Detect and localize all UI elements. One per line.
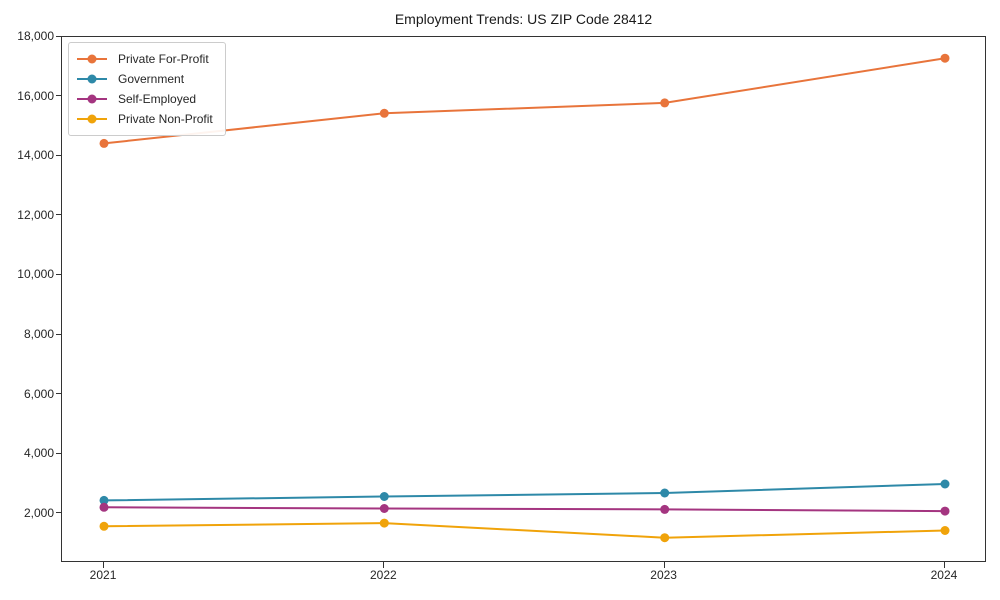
y-tick-label: 18,000 — [17, 29, 54, 43]
y-tick-mark — [56, 512, 62, 514]
y-tick-mark — [56, 273, 62, 275]
y-tick-label: 4,000 — [23, 446, 54, 461]
y-tick-label: 6,000 — [23, 386, 54, 401]
y-tick-label: 14,000 — [17, 148, 54, 163]
data-point-self-employed — [940, 506, 950, 516]
y-tick-mark — [56, 393, 62, 395]
legend-marker-icon — [87, 114, 97, 124]
y-tick-mark — [56, 35, 62, 37]
x-tick-label: 2024 — [930, 568, 958, 582]
plot-area: Private For-Profit Government Self-Employe… — [61, 36, 986, 562]
data-point-private-for-profit — [940, 53, 950, 63]
x-tick-mark — [383, 562, 385, 568]
legend-line-icon — [77, 74, 107, 84]
data-point-self-employed — [660, 504, 670, 514]
data-point-private-non-profit — [660, 533, 670, 543]
legend-line-icon — [77, 114, 107, 124]
series-line-government — [103, 483, 946, 502]
legend-label: Private For-Profit — [118, 52, 209, 66]
data-point-government — [379, 492, 389, 501]
series-line-self-employed — [103, 506, 946, 513]
data-point-government — [660, 488, 670, 498]
x-tick-label: 2023 — [650, 568, 677, 582]
y-tick-label: 2,000 — [23, 505, 54, 520]
y-tick-mark — [56, 154, 62, 156]
legend-item-private-for-profit: Private For-Profit — [77, 49, 213, 69]
data-point-self-employed — [99, 502, 109, 512]
legend-line-icon — [77, 94, 107, 104]
y-tick-mark — [56, 214, 62, 216]
legend-line-icon — [77, 54, 107, 64]
x-tick-mark — [103, 562, 105, 568]
y-tick-mark — [56, 333, 62, 335]
legend-label: Self-Employed — [118, 92, 197, 106]
legend-marker-icon — [87, 94, 97, 104]
data-point-private-for-profit — [99, 138, 109, 148]
y-tick-mark — [56, 452, 62, 454]
x-tick-label: 2021 — [89, 568, 117, 582]
y-tick-label: 8,000 — [23, 327, 54, 342]
data-point-government — [940, 479, 950, 489]
x-tick-mark — [943, 562, 945, 568]
legend-marker-icon — [87, 54, 97, 64]
legend-item-self-employed: Self-Employed — [77, 89, 213, 109]
data-point-private-non-profit — [379, 518, 389, 528]
line-chart-canvas — [99, 53, 950, 543]
data-point-private-non-profit — [99, 521, 109, 531]
data-point-private-for-profit — [379, 108, 389, 118]
data-point-private-non-profit — [940, 526, 950, 535]
legend-label: Private Non-Profit — [118, 112, 213, 126]
x-tick-mark — [663, 562, 665, 568]
y-tick-label: 16,000 — [17, 88, 54, 103]
legend: Private For-Profit Government Self-Employe… — [68, 42, 226, 136]
legend-marker-icon — [87, 74, 97, 84]
y-tick-label: 12,000 — [17, 207, 54, 222]
data-point-self-employed — [379, 504, 389, 513]
y-tick-mark — [56, 95, 62, 97]
x-tick-label: 2022 — [369, 568, 397, 582]
legend-item-government: Government — [77, 69, 213, 89]
legend-item-private-non-profit: Private Non-Profit — [77, 109, 213, 129]
series-line-private-for-profit — [103, 57, 946, 145]
data-point-private-for-profit — [660, 98, 670, 108]
data-point-government — [99, 495, 109, 505]
legend-label: Government — [118, 72, 185, 86]
series-line-private-non-profit — [103, 522, 946, 539]
chart-title: Employment Trends: US ZIP Code 28412 — [394, 11, 653, 27]
y-tick-label: 10,000 — [17, 267, 54, 282]
